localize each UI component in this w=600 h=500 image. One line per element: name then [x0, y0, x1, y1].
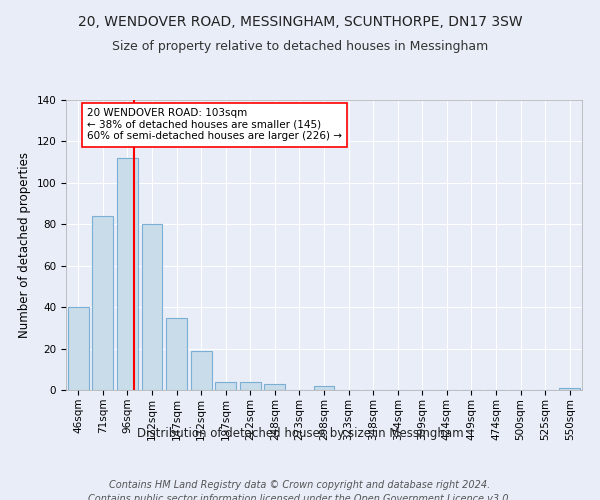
Bar [314, 386, 334, 390]
Text: Contains HM Land Registry data © Crown copyright and database right 2024.
Contai: Contains HM Land Registry data © Crown c… [88, 480, 512, 500]
Bar [117, 158, 138, 390]
Text: 20, WENDOVER ROAD, MESSINGHAM, SCUNTHORPE, DN17 3SW: 20, WENDOVER ROAD, MESSINGHAM, SCUNTHORP… [77, 15, 523, 29]
Bar [142, 224, 163, 390]
Bar [215, 382, 236, 390]
Text: Size of property relative to detached houses in Messingham: Size of property relative to detached ho… [112, 40, 488, 53]
Text: Distribution of detached houses by size in Messingham: Distribution of detached houses by size … [137, 428, 463, 440]
Text: 20 WENDOVER ROAD: 103sqm
← 38% of detached houses are smaller (145)
60% of semi-: 20 WENDOVER ROAD: 103sqm ← 38% of detach… [87, 108, 342, 142]
Bar [240, 382, 261, 390]
Bar [92, 216, 113, 390]
Bar [559, 388, 580, 390]
Bar [68, 307, 89, 390]
Bar [166, 318, 187, 390]
Bar [191, 350, 212, 390]
Y-axis label: Number of detached properties: Number of detached properties [18, 152, 31, 338]
Bar [265, 384, 286, 390]
